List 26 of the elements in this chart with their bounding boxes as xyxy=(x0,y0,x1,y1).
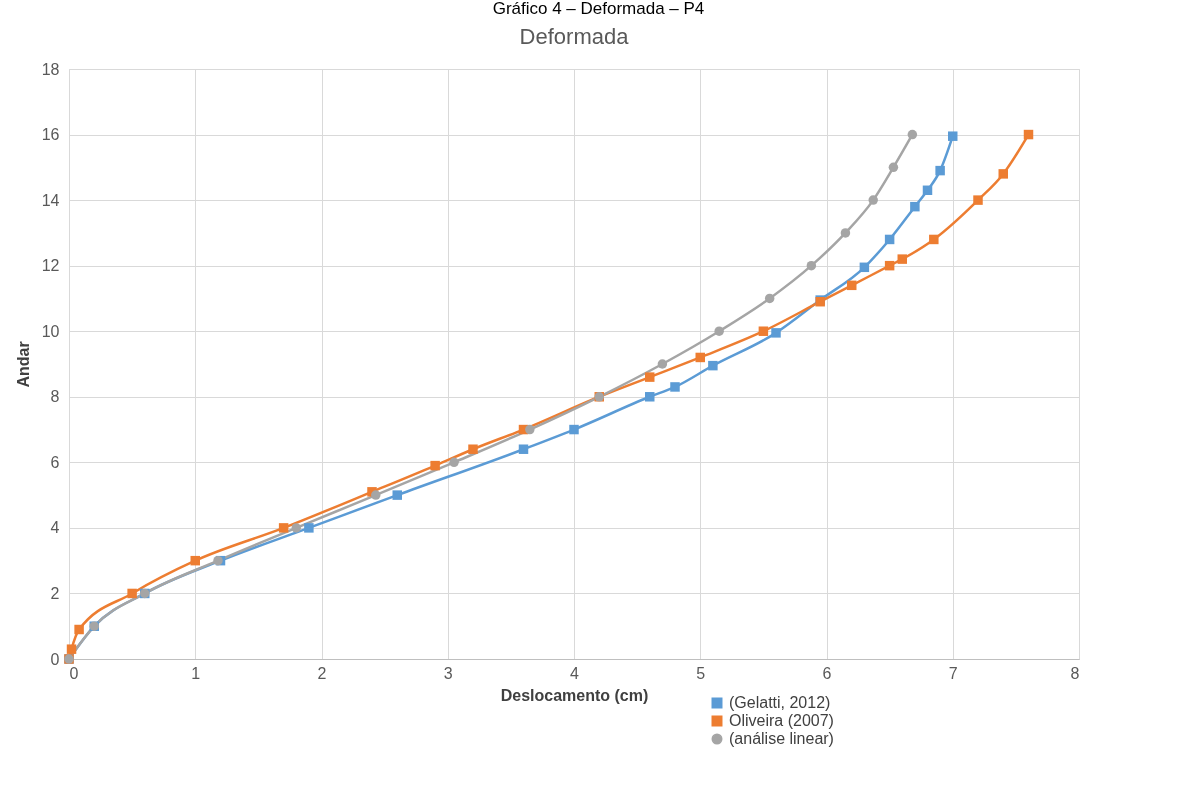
y-axis-title: Andar xyxy=(14,341,32,388)
y-tick-label: 16 xyxy=(41,126,60,144)
x-tick-label: 1 xyxy=(191,664,201,682)
y-tick-label: 2 xyxy=(50,584,60,602)
x-tick-label: 6 xyxy=(822,664,832,682)
x-tick-label: 5 xyxy=(696,664,706,682)
legend-label: (análise linear) xyxy=(729,730,834,747)
y-tick-label: 4 xyxy=(50,519,60,537)
y-tick-label: 10 xyxy=(41,322,60,340)
x-tick-label: 7 xyxy=(948,664,958,682)
x-axis-title: Deslocamento (cm) xyxy=(500,686,649,704)
y-tick-label: 18 xyxy=(41,60,60,78)
x-tick-label: 4 xyxy=(570,664,580,682)
x-tick-label: 8 xyxy=(1070,664,1080,682)
y-tick-label: 12 xyxy=(41,257,60,275)
y-tick-label: 0 xyxy=(50,650,60,668)
text: Gráfico 4 – Deformada – P4 xyxy=(491,0,706,18)
y-tick-label: 8 xyxy=(50,388,60,406)
y-tick-label: 14 xyxy=(41,191,60,209)
y-tick-label: 6 xyxy=(50,453,60,471)
x-tick-label: 2 xyxy=(317,664,327,682)
legend-label: Oliveira (2007) xyxy=(729,712,834,729)
legend-label: (Gelatti, 2012) xyxy=(729,694,831,711)
x-tick-label: 0 xyxy=(69,664,79,682)
chart-title: Deformada xyxy=(519,24,630,49)
x-tick-label: 3 xyxy=(443,664,453,682)
